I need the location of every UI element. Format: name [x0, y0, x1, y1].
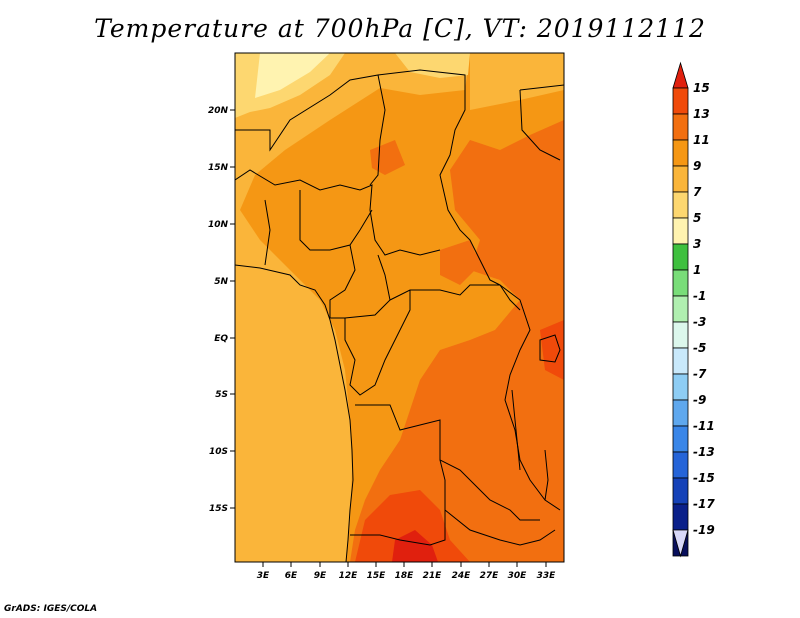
lon-label: 27E — [480, 571, 500, 581]
lat-label: 15N — [208, 163, 229, 173]
lon-label: 9E — [314, 571, 327, 581]
lat-label: 5S — [215, 390, 228, 400]
lon-label: 15E — [367, 571, 387, 581]
field-13-15 — [355, 490, 470, 562]
lake-malawi — [544, 449, 549, 501]
colorbar-box — [672, 269, 689, 297]
colorbar-label: -19 — [693, 523, 715, 537]
colorbar-label: -3 — [693, 315, 706, 329]
field-11-13-center — [440, 240, 480, 285]
colorbar-box — [672, 503, 689, 531]
border-north-1 — [235, 74, 386, 186]
colorbar-label: -17 — [693, 497, 715, 511]
grads-credit: GrADS: IGES/COLA — [4, 604, 98, 614]
colorbar-label: -15 — [693, 471, 715, 485]
field-7-9-north — [470, 53, 564, 110]
border-east — [499, 284, 561, 511]
boundaries — [235, 69, 564, 562]
colorbar-box — [672, 165, 689, 193]
lat-label: 5N — [214, 277, 228, 287]
border-car — [389, 284, 521, 311]
map-frame — [234, 52, 565, 563]
colorbar-label: 1 — [693, 263, 701, 277]
colorbar-label: 13 — [693, 107, 710, 121]
lon-label: 12E — [339, 571, 359, 581]
field-5-7-b — [395, 53, 470, 78]
colorbar-box — [672, 399, 689, 427]
border-congo — [344, 290, 411, 396]
lat-label: 10S — [209, 447, 228, 457]
colorbar-label: 15 — [693, 81, 710, 95]
lat-label: 10N — [208, 220, 229, 230]
colorbar-label: -9 — [693, 393, 706, 407]
lon-label: 24E — [452, 571, 472, 581]
colorbar-box — [672, 425, 689, 453]
colorbar-top-arrow — [672, 61, 689, 89]
lake-victoria — [539, 334, 561, 363]
lon-label: 18E — [395, 571, 415, 581]
colorbar-label: 5 — [693, 211, 701, 225]
border-drc-south — [355, 404, 540, 521]
colorbar-box — [672, 139, 689, 167]
field-3-5 — [255, 53, 330, 98]
temperature-field — [235, 53, 564, 562]
colorbar-box — [672, 113, 689, 141]
border-north-2 — [377, 69, 501, 286]
border-east-2 — [519, 84, 564, 161]
colorbar-box — [672, 243, 689, 271]
colorbar-box — [672, 217, 689, 245]
lon-axis: 3E 6E 9E 12E 15E 18E 21E 24E 27E 30E 33E — [257, 562, 556, 581]
colorbar: 15 13 11 9 7 5 3 1 -1 -3 -5 -7 -9 -11 -1… — [672, 61, 715, 558]
border-nigeria — [264, 190, 373, 266]
colorbar-box — [672, 373, 689, 401]
lat-label: EQ — [214, 334, 228, 344]
colorbar-label: 9 — [693, 159, 701, 173]
colorbar-label: -1 — [693, 289, 706, 303]
field-11-13-east — [350, 120, 564, 562]
colorbar-box — [672, 347, 689, 375]
border-angola-south — [350, 459, 446, 546]
lon-label: 21E — [423, 571, 443, 581]
colorbar-label: 7 — [693, 185, 702, 199]
border-zambia — [444, 509, 556, 546]
lon-label: 3E — [257, 571, 270, 581]
colorbar-box — [672, 321, 689, 349]
lon-label: 6E — [285, 571, 298, 581]
colorbar-box — [672, 451, 689, 479]
border-cameroon — [329, 244, 391, 319]
lat-label: 20N — [208, 106, 229, 116]
lon-label: 33E — [537, 571, 557, 581]
field-13-15-b — [540, 320, 564, 380]
colorbar-label: -7 — [693, 367, 707, 381]
colorbar-box — [672, 191, 689, 219]
colorbar-label: 11 — [693, 133, 710, 147]
colorbar-label: 3 — [693, 237, 701, 251]
colorbar-box — [672, 477, 689, 505]
colorbar-box — [672, 87, 689, 115]
colorbar-label: -13 — [693, 445, 715, 459]
coastline-west — [235, 264, 354, 562]
lon-label: 30E — [508, 571, 528, 581]
lat-axis: 20N 15N 10N 5N EQ 5S 10S 15S — [208, 106, 235, 514]
colorbar-label: -5 — [693, 341, 706, 355]
lat-label: 15S — [209, 504, 228, 514]
border-sahel — [235, 169, 441, 256]
colorbar-label: -11 — [693, 419, 715, 433]
lake-tanganyika — [511, 389, 521, 471]
map-title: Temperature at 700hPa [C], VT: 201911211… — [94, 14, 706, 43]
colorbar-box — [672, 295, 689, 323]
field-15 — [392, 530, 438, 562]
colorbar-bottom-arrow — [672, 529, 689, 558]
field-7-9-west — [235, 53, 470, 562]
